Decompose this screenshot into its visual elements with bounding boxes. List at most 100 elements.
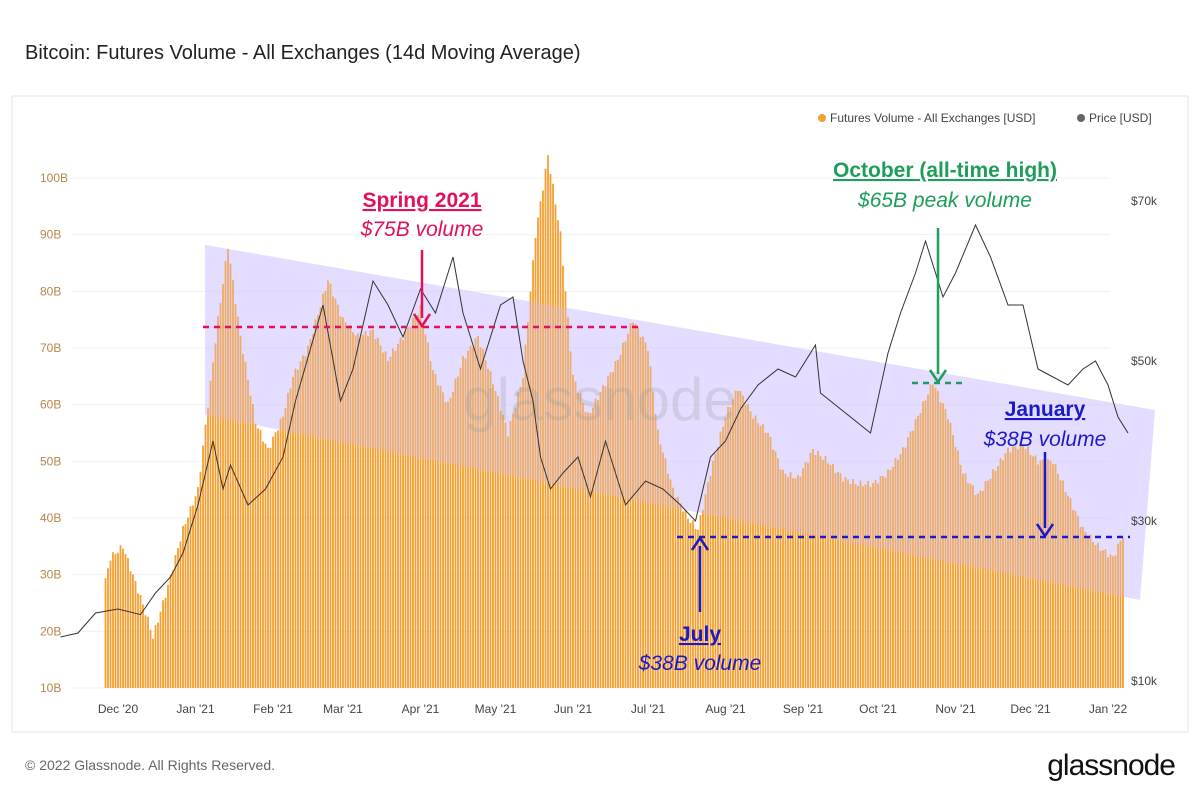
volume-bar [617, 359, 619, 688]
volume-bar [1059, 480, 1062, 688]
volume-bar [244, 362, 247, 688]
volume-bar [509, 421, 512, 688]
volume-bar [404, 330, 407, 688]
volume-bar [889, 470, 892, 688]
volume-bar [204, 424, 207, 688]
volume-bar [352, 332, 354, 688]
volume-bar [742, 395, 744, 688]
volume-bar [282, 416, 284, 688]
volume-bar [494, 391, 497, 688]
volume-bar [292, 376, 294, 688]
volume-bar [189, 506, 192, 688]
volume-bar [499, 410, 502, 688]
volume-bar [789, 472, 792, 688]
july-arrow-head-icon [690, 535, 710, 551]
october-subtitle: $65B peak volume [857, 189, 1032, 212]
volume-bar [537, 217, 539, 688]
volume-bar [874, 480, 877, 688]
volume-bar [237, 316, 239, 688]
volume-bar [447, 401, 449, 688]
spring-arrow-head-icon [412, 313, 432, 329]
x-tick-label: Dec '20 [98, 702, 139, 716]
volume-bar [187, 517, 189, 688]
volume-bar [722, 426, 724, 688]
volume-bar [842, 481, 844, 688]
volume-bar [764, 432, 767, 688]
volume-bar [942, 403, 944, 688]
volume-bar [147, 616, 149, 688]
volume-bar [469, 345, 472, 688]
volume-bar [1062, 480, 1064, 688]
volume-bar [654, 413, 657, 688]
volume-bar [332, 296, 334, 688]
volume-bar [1064, 492, 1067, 688]
volume-bar [229, 263, 232, 688]
volume-bar [312, 333, 314, 688]
volume-bar [382, 352, 384, 688]
trend-band-overlay [205, 245, 1155, 600]
volume-bar [394, 350, 397, 688]
volume-bar [679, 503, 682, 688]
volume-bar [284, 408, 287, 688]
volume-bar [524, 344, 527, 688]
volume-bar [707, 482, 709, 688]
volume-bar [109, 560, 112, 688]
volume-bar [862, 486, 864, 688]
volume-bars [104, 155, 1124, 689]
legend-volume[interactable]: Futures Volume - All Exchanges [USD] [830, 111, 1035, 125]
volume-bar [629, 323, 632, 688]
volume-bar [604, 386, 607, 688]
volume-bar [1039, 460, 1042, 688]
volume-bar [397, 344, 399, 688]
volume-bar [837, 471, 839, 688]
volume-bar [674, 497, 677, 688]
volume-bar [1117, 543, 1119, 688]
volume-bar [209, 380, 212, 688]
volume-bar [514, 407, 517, 688]
volume-bar [559, 231, 562, 688]
volume-bar [367, 336, 369, 688]
volume-bar [669, 479, 672, 688]
volume-bar [279, 418, 282, 688]
volume-bar [139, 594, 142, 688]
january-arrow-head-icon [1035, 523, 1055, 539]
volume-bar [222, 284, 224, 688]
volume-bar [864, 484, 867, 688]
volume-bar [304, 356, 307, 688]
volume-bar [502, 414, 504, 688]
volume-bar [1014, 446, 1017, 688]
volume-bar [652, 391, 654, 688]
volume-bar [1002, 460, 1004, 688]
volume-bar [234, 303, 237, 688]
y-tick-label: 80B [40, 284, 61, 298]
volume-bar [1027, 446, 1029, 688]
volume-bar [379, 345, 382, 688]
legend-volume-dot [818, 114, 826, 122]
volume-bar [877, 483, 879, 688]
volume-bar [1047, 459, 1049, 688]
volume-bar [232, 279, 234, 688]
watermark: glassnode [463, 366, 737, 433]
volume-bar [512, 413, 514, 688]
volume-bar [927, 394, 929, 688]
volume-bar [114, 554, 117, 688]
volume-bar [564, 291, 567, 688]
volume-bar [159, 611, 162, 688]
copyright: © 2022 Glassnode. All Rights Reserved. [25, 757, 275, 773]
volume-bar [242, 354, 244, 688]
y-tick-label: 20B [40, 624, 61, 638]
volume-bar [1077, 516, 1079, 688]
volume-bar [739, 390, 742, 688]
volume-bar [1084, 531, 1087, 688]
y-tick-label: 70B [40, 341, 61, 355]
volume-bar [594, 398, 597, 688]
legend-price[interactable]: Price [USD] [1089, 111, 1152, 125]
volume-bar [1067, 495, 1069, 688]
volume-bar [982, 490, 984, 688]
volume-bar [1082, 526, 1084, 688]
volume-bar [792, 478, 794, 688]
volume-bar [1097, 542, 1099, 688]
volume-bar [1094, 545, 1097, 688]
volume-bar [169, 574, 172, 688]
volume-bar [797, 475, 799, 688]
